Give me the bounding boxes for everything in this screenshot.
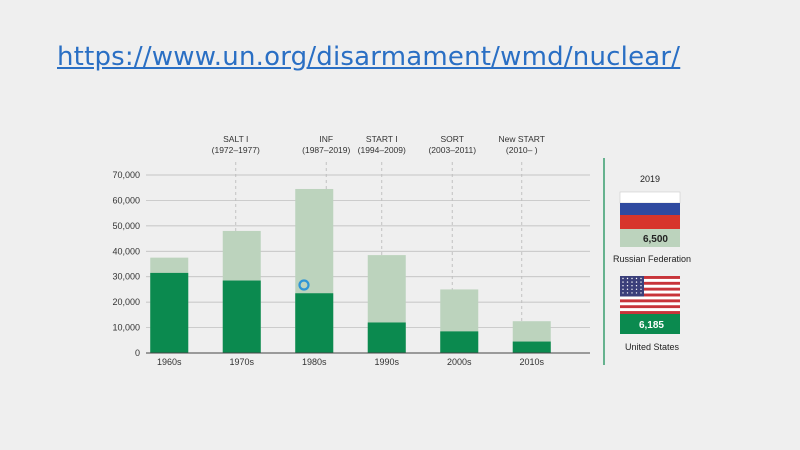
- russia-value: 6,500: [643, 234, 668, 245]
- side-panel-year: 2019: [640, 174, 660, 184]
- us-flag-stripe: [620, 296, 680, 300]
- treaty-years: (2010– ): [506, 145, 538, 155]
- mouse-cursor-icon: [298, 279, 310, 291]
- y-tick-label: 60,000: [112, 195, 140, 205]
- us-flag-star: [640, 292, 642, 294]
- us-flag-star: [631, 285, 633, 287]
- treaty-years: (1972–1977): [212, 145, 260, 155]
- bar-current: [440, 331, 479, 353]
- y-tick-label: 70,000: [112, 170, 140, 180]
- us-flag-star: [640, 285, 642, 287]
- us-value-box: [620, 314, 680, 334]
- y-tick-label: 50,000: [112, 221, 140, 231]
- us-flag-stripe: [620, 305, 680, 309]
- bar-current: [512, 341, 551, 353]
- url-link[interactable]: https://www.un.org/disarmament/wmd/nucle…: [57, 42, 681, 72]
- treaty-name: SALT I: [223, 134, 248, 144]
- bars: [150, 188, 551, 353]
- axes: 0 10,000 20,000 30,000 40,000 50,000 60,000 70,…: [112, 170, 590, 367]
- us-name: United States: [625, 342, 680, 352]
- us-flag-stripe: [620, 299, 680, 303]
- treaty-name: New START: [499, 134, 545, 144]
- us-flag-star: [626, 288, 629, 290]
- us-flag-star: [635, 285, 638, 287]
- us-flag-star: [622, 292, 624, 294]
- x-tick-label: 2000s: [447, 357, 472, 367]
- us-flag-icon: [620, 276, 680, 315]
- bar-current: [150, 272, 189, 353]
- us-flag-stripe: [620, 302, 680, 306]
- us-flag-star: [640, 281, 642, 283]
- bar-current: [367, 322, 406, 353]
- us-flag-star: [635, 277, 638, 280]
- us-flag-star: [635, 281, 638, 283]
- us-value: 6,185: [639, 320, 664, 331]
- us-flag-stripe: [620, 287, 680, 291]
- treaty-name: SORT: [441, 134, 464, 144]
- us-flag-star: [622, 288, 624, 290]
- x-tick-label: 1990s: [374, 357, 399, 367]
- y-tick-label: 30,000: [112, 272, 140, 282]
- us-flag-stripe: [620, 276, 680, 280]
- x-tick-label: 1970s: [229, 357, 254, 367]
- us-flag-star: [626, 285, 629, 287]
- russia-name: Russian Federation: [613, 254, 691, 264]
- treaty-name: INF: [319, 134, 333, 144]
- bar-current: [222, 280, 261, 353]
- us-flag-star: [631, 277, 633, 280]
- us-flag-star: [631, 281, 633, 283]
- y-tick-label: 40,000: [112, 246, 140, 256]
- us-flag-star: [635, 292, 638, 294]
- russia-flag-icon: [619, 191, 681, 247]
- us-flag-star: [626, 277, 629, 280]
- treaty-name: START I: [366, 134, 398, 144]
- us-flag-star: [626, 292, 629, 294]
- x-tick-label: 1960s: [157, 357, 182, 367]
- us-flag-star: [622, 281, 624, 283]
- us-flag-stripe: [620, 281, 680, 285]
- treaty-years: (1987–2019): [302, 145, 350, 155]
- x-tick-label: 2010s: [519, 357, 544, 367]
- us-flag-star: [622, 277, 624, 280]
- y-tick-label: 10,000: [112, 323, 140, 333]
- x-tick-label: 1980s: [302, 357, 327, 367]
- us-flag-stripe: [620, 284, 680, 288]
- us-flag-star: [631, 292, 633, 294]
- us-flag-star: [640, 277, 642, 280]
- bar-current: [295, 293, 334, 353]
- us-flag-star: [626, 281, 629, 283]
- y-tick-label: 20,000: [112, 297, 140, 307]
- us-flag-stripe: [620, 311, 680, 315]
- us-flag-stripe: [620, 308, 680, 312]
- y-tick-label: 0: [135, 348, 140, 358]
- us-flag-stripe: [620, 293, 680, 297]
- us-flag-stripe: [620, 278, 680, 283]
- us-flag-star: [635, 288, 638, 290]
- us-flag-star: [622, 285, 624, 287]
- treaty-years: (1994–2009): [358, 145, 406, 155]
- treaty-years: (2003–2011): [428, 145, 476, 155]
- us-flag-star: [640, 288, 642, 290]
- us-flag-star: [631, 288, 633, 290]
- us-flag-stripe: [620, 290, 680, 294]
